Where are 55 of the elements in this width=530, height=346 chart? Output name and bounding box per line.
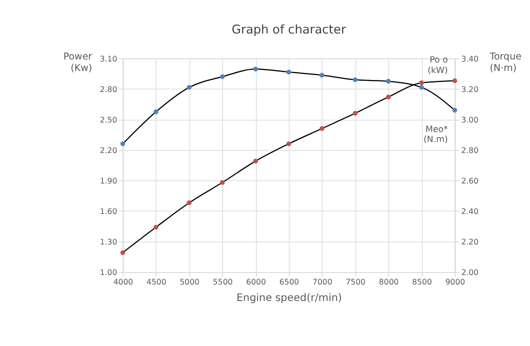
point	[220, 180, 225, 185]
series-label: Po o (kW)	[428, 56, 448, 76]
y-tick-label: 1.30	[100, 237, 118, 246]
chart-title: Graph of character	[232, 22, 346, 36]
point	[320, 126, 324, 131]
x-tick-label: 4500	[146, 277, 166, 286]
y-tick-label: 3.10	[100, 54, 118, 64]
y-axis-title: Power (Kw)	[63, 52, 92, 74]
y2-tick-label: 2.40	[461, 206, 479, 216]
point	[253, 66, 258, 72]
point	[386, 94, 391, 100]
y-tick-label: 2.80	[100, 84, 118, 94]
point	[186, 85, 192, 90]
y2-tick-label: 2.20	[461, 237, 479, 246]
x-tick-label: 8500	[412, 277, 432, 286]
point	[154, 224, 158, 230]
point	[120, 250, 126, 255]
x-tick-label: 9000	[445, 277, 466, 286]
x-tick-label: 6500	[279, 277, 300, 286]
x-tick-label: 7000	[312, 277, 332, 286]
x-tick-label: 6000	[246, 277, 266, 286]
x-tick-label: 4000	[113, 277, 134, 286]
y2-axis-title: Torque (N·m)	[488, 52, 522, 74]
x-tick-label: 8000	[378, 277, 399, 286]
y2-tick-label: 2.80	[461, 146, 479, 155]
point	[186, 200, 192, 206]
y-tick-label: 1.90	[100, 176, 118, 186]
point	[286, 70, 292, 74]
y2-tick-label: 2.00	[461, 268, 479, 277]
point	[154, 109, 158, 114]
y-tick-label: 2.20	[100, 146, 118, 155]
series-label: Meo* (N.m)	[424, 124, 449, 146]
point	[419, 80, 424, 86]
point	[452, 78, 458, 84]
y-tick-label: 1.00	[100, 268, 118, 277]
x-tick-label: 7500	[346, 277, 366, 286]
point	[286, 141, 292, 146]
point	[220, 74, 225, 80]
point	[386, 78, 391, 84]
point	[352, 77, 358, 82]
x-tick-label: 5000	[180, 277, 200, 286]
point	[419, 85, 424, 90]
point	[253, 158, 258, 164]
point	[452, 108, 458, 113]
y2-tick-label: 3.00	[461, 115, 479, 124]
x-tick-label: 5500	[212, 277, 233, 286]
y2-tick-label: 3.20	[461, 84, 479, 94]
point	[352, 110, 358, 116]
y-tick-label: 1.60	[100, 206, 118, 216]
x-axis-title: Engine speed(r/min)	[236, 292, 342, 304]
y2-tick-label: 2.60	[461, 176, 479, 186]
y2-tick-label: 3.40	[461, 54, 479, 64]
y-tick-label: 2.50	[100, 115, 118, 124]
point	[120, 141, 126, 146]
point	[320, 72, 324, 78]
